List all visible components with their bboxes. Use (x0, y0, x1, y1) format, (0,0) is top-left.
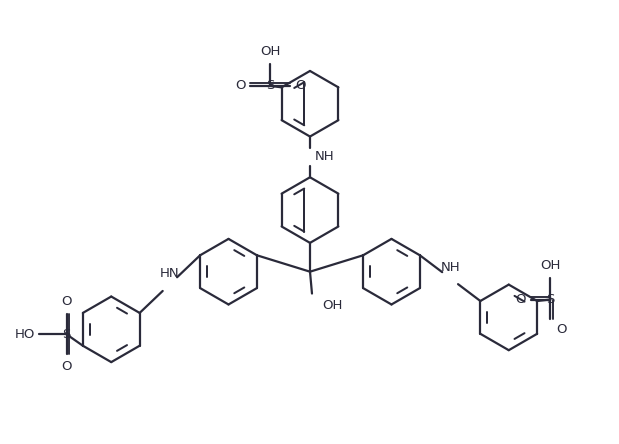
Text: OH: OH (260, 45, 280, 58)
Text: O: O (295, 79, 306, 92)
Text: NH: NH (315, 151, 335, 163)
Text: O: O (61, 360, 72, 373)
Text: OH: OH (540, 259, 561, 272)
Text: HO: HO (14, 328, 35, 341)
Text: HN: HN (160, 267, 180, 280)
Text: O: O (235, 79, 245, 92)
Text: S: S (547, 293, 555, 306)
Text: S: S (266, 79, 274, 92)
Text: O: O (61, 295, 72, 309)
Text: NH: NH (440, 261, 460, 274)
Text: O: O (556, 323, 567, 337)
Text: S: S (63, 328, 71, 341)
Text: OH: OH (322, 298, 342, 312)
Text: O: O (515, 293, 526, 306)
